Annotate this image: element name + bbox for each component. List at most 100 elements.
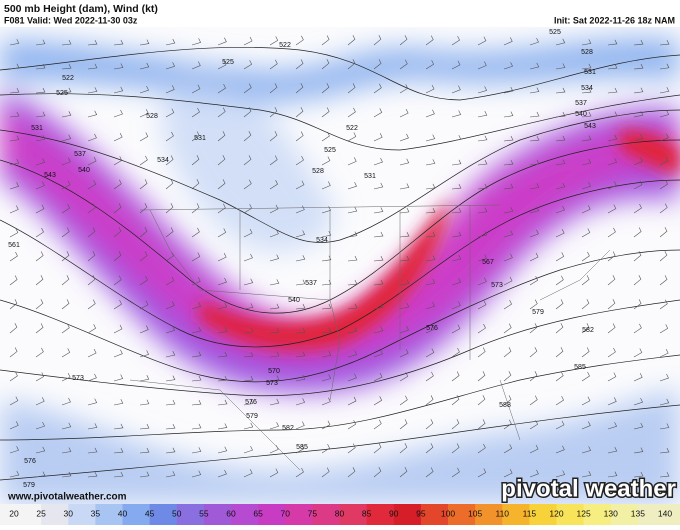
init-time: Init: Sat 2022-11-26 18z NAM (554, 15, 675, 25)
wind-barb (35, 63, 46, 70)
wind-barb (633, 251, 642, 262)
colorbar-segment (366, 504, 395, 525)
wind-barb (633, 323, 642, 334)
contour-label: 582 (282, 425, 294, 432)
wind-barb (243, 83, 252, 94)
colorbar-tick-label: 115 (523, 508, 537, 518)
wind-barb (555, 205, 565, 214)
wind-barb (61, 447, 72, 454)
wind-barb (347, 157, 357, 166)
colorbar-segment (502, 504, 530, 525)
colorbar-tick-label: 30 (64, 508, 74, 518)
wind-barb (477, 395, 486, 406)
wind-barb (607, 134, 618, 142)
contour-label: 534 (316, 237, 328, 244)
wind-barb (555, 63, 566, 70)
wind-barb (451, 183, 462, 190)
wind-barb (373, 396, 383, 406)
wind-barb (165, 375, 176, 382)
wind-barb (659, 423, 670, 430)
wind-barb (581, 299, 590, 310)
wind-barb (633, 87, 644, 94)
wind-barb (87, 156, 97, 166)
wind-barb (295, 107, 304, 118)
wind-barb (373, 443, 382, 454)
wind-barb (9, 39, 20, 46)
wind-barb (607, 275, 616, 286)
wind-barb (477, 254, 488, 262)
wind-barb (321, 327, 332, 334)
wind-barb (165, 447, 176, 454)
wind-barb (9, 228, 19, 238)
wind-barb (425, 325, 435, 334)
height-contours (0, 46, 680, 481)
wind-barb (659, 39, 670, 46)
wind-barb (659, 203, 668, 214)
colorbar-tick-label: 125 (577, 508, 591, 518)
wind-barb (529, 469, 539, 478)
wind-barb (191, 326, 202, 334)
wind-barb (347, 303, 358, 310)
wind-barb (217, 253, 227, 262)
wind-barb (425, 35, 434, 46)
wind-barb (425, 183, 436, 190)
wind-barb (113, 399, 124, 406)
colorbar-tick-label: 25 (36, 508, 46, 518)
contour-label: 579 (23, 482, 35, 489)
wind-barb (113, 63, 124, 70)
wind-barb (425, 134, 436, 142)
wind-barb (555, 135, 566, 142)
contour-label: 528 (312, 168, 324, 175)
colorbar-tick-label: 90 (389, 508, 399, 518)
wind-barb (607, 87, 618, 94)
wind-barb (425, 159, 436, 166)
wind-barb (295, 279, 306, 286)
wind-barb (503, 323, 512, 334)
contour-label: 576 (24, 458, 36, 465)
wind-barb (243, 228, 253, 238)
wind-barb (555, 323, 564, 334)
wind-barb (555, 87, 566, 94)
wind-barb (347, 255, 358, 262)
wind-barb (87, 87, 98, 94)
wind-barb (607, 397, 617, 406)
wind-barb (295, 205, 305, 214)
contour-label: 561 (8, 242, 20, 249)
wind-barb (35, 111, 46, 118)
wind-barb (35, 87, 46, 94)
wind-barb (87, 133, 97, 142)
wind-barb (451, 85, 461, 94)
wind-barb (503, 230, 514, 238)
wind-barb (503, 207, 514, 214)
wind-barb (529, 371, 538, 382)
wind-barb (581, 205, 591, 214)
colorbar-segment (610, 504, 639, 525)
wind-barb (269, 303, 280, 310)
contour-label: 525 (56, 90, 68, 97)
wind-barb (165, 326, 176, 334)
wind-barb (477, 86, 488, 94)
wind-barb (659, 471, 670, 478)
wind-barb (503, 135, 514, 142)
wind-barb (425, 255, 436, 262)
wind-barb (113, 156, 123, 166)
wind-barb (477, 183, 488, 190)
colorbar-tick-label: 95 (416, 508, 426, 518)
wind-barb (581, 182, 591, 190)
wind-barb (399, 279, 410, 286)
contour-label: 582 (582, 327, 594, 334)
wind-barb (269, 398, 280, 406)
wind-barb (35, 158, 46, 166)
wind-barb (243, 36, 253, 46)
wind-barb (139, 155, 148, 166)
wind-barb (503, 159, 514, 166)
wind-barb (87, 324, 97, 334)
wind-barb (399, 59, 408, 70)
wind-barb (477, 135, 488, 142)
colorbar-edge (0, 504, 14, 525)
wind-barb (217, 179, 226, 190)
wind-barb (295, 230, 306, 238)
colorbar-tick-label: 55 (199, 508, 209, 518)
colorbar-tick-label: 65 (253, 508, 263, 518)
